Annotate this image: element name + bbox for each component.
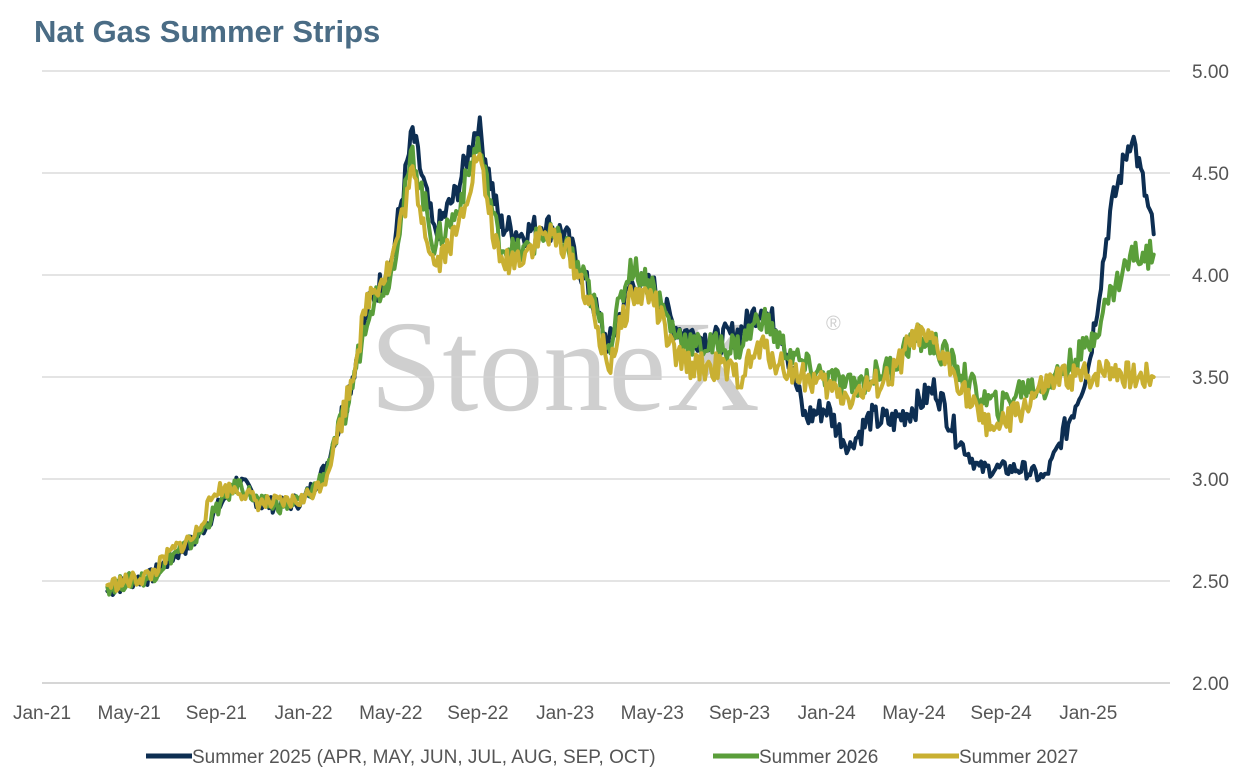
y-tick-label: 5.00 xyxy=(1192,62,1229,83)
x-tick-label: Jan-21 xyxy=(13,703,71,724)
x-tick-label: May-24 xyxy=(882,703,946,724)
x-tick-label: Sep-24 xyxy=(970,703,1032,724)
x-tick-label: Jan-23 xyxy=(536,703,594,724)
series-lines xyxy=(105,115,1156,597)
legend-label-2: Summer 2026 xyxy=(759,747,878,768)
x-tick-label: May-21 xyxy=(98,703,161,724)
gridlines xyxy=(42,70,1170,684)
y-axis: 2.00 2.50 3.00 3.50 4.00 4.50 5.00 xyxy=(1192,62,1229,695)
x-tick-label: Sep-23 xyxy=(709,703,770,724)
y-tick-label: 3.50 xyxy=(1192,368,1229,389)
y-tick-label: 3.00 xyxy=(1192,470,1229,491)
legend-label-3: Summer 2027 xyxy=(959,747,1078,768)
y-tick-label: 4.00 xyxy=(1192,266,1229,287)
y-tick-label: 4.50 xyxy=(1192,164,1229,185)
chart-title: Nat Gas Summer Strips xyxy=(34,14,381,49)
legend: Summer 2025 (APR, MAY, JUN, JUL, AUG, SE… xyxy=(146,747,1078,768)
x-axis: Jan-21 May-21 Sep-21 Jan-22 May-22 Sep-22 Jan-… xyxy=(13,703,1117,724)
x-tick-label: May-22 xyxy=(359,703,422,724)
y-tick-label: 2.50 xyxy=(1192,572,1229,593)
x-tick-label: Jan-24 xyxy=(798,703,857,724)
x-tick-label: Jan-25 xyxy=(1059,703,1117,724)
x-tick-label: May-23 xyxy=(621,703,684,724)
watermark-registered-mark: ® xyxy=(826,313,841,335)
x-tick-label: Sep-22 xyxy=(447,703,508,724)
x-tick-label: Jan-22 xyxy=(275,703,333,724)
x-tick-label: Sep-21 xyxy=(186,703,247,724)
y-tick-label: 2.00 xyxy=(1192,674,1229,695)
series-line-3 xyxy=(105,152,1156,593)
legend-label-1: Summer 2025 (APR, MAY, JUN, JUL, AUG, SE… xyxy=(192,747,656,768)
